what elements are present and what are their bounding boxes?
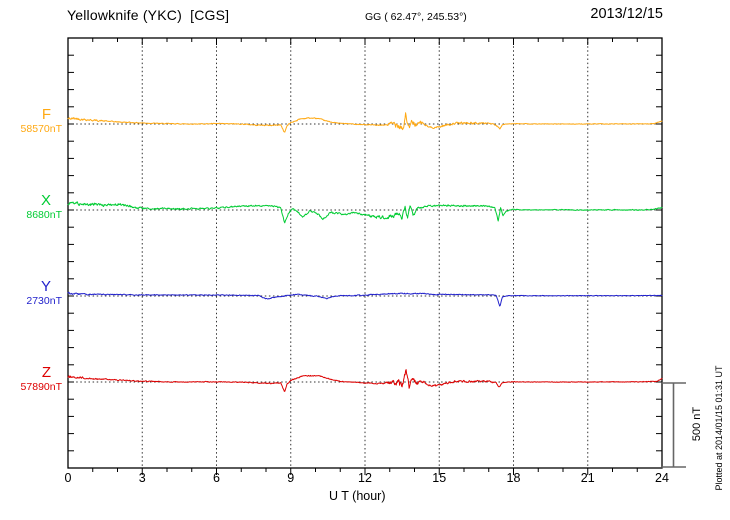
station-coordinates: GG ( 62.47°, 245.53°) [365,11,467,23]
series-label-Y: Y 2730nT [4,278,62,308]
x-tick-label-24: 24 [655,471,669,485]
series-letter-Y: Y [40,278,51,295]
x-tick-label-21: 21 [580,471,595,485]
x-tick-label-9: 9 [287,471,295,485]
series-label-F: F 58570nT [4,106,62,136]
page-title: Yellowknife (YKC) [CGS] [67,7,230,23]
x-tick-label-18: 18 [506,471,521,485]
trace-X [67,201,663,224]
trace-F [67,112,663,133]
series-label-X: X 8680nT [4,192,62,222]
x-tick-label-3: 3 [138,471,146,485]
series-baseline-value-X: 8680nT [26,209,62,221]
x-tick-label-12: 12 [358,471,372,485]
series-baseline-value-Y: 2730nT [26,295,62,307]
series-label-Z: Z 57890nT [4,364,62,394]
x-tick-label-6: 6 [213,471,220,485]
series-letter-X: X [40,192,51,209]
series-letter-Z: Z [41,364,51,381]
x-tick-label-15: 15 [432,471,447,485]
scale-bar-label: 500 nT [691,406,703,442]
trace-Z [67,369,663,392]
plot-frame [67,37,663,469]
x-tick-label-0: 0 [64,471,72,485]
series-baseline-value-Z: 57890nT [20,381,62,393]
trace-Y [67,291,663,307]
plotted-timestamp: Plotted at 2014/01/15 01:31 UT [714,365,724,491]
x-axis-title: U T (hour) [329,489,386,503]
series-baseline-value-F: 58570nT [20,123,62,135]
plot-date: 2013/12/15 [590,6,663,22]
series-letter-F: F [41,106,51,123]
